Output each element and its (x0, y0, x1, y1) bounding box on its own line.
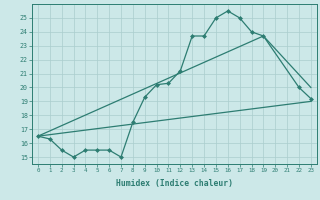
X-axis label: Humidex (Indice chaleur): Humidex (Indice chaleur) (116, 179, 233, 188)
